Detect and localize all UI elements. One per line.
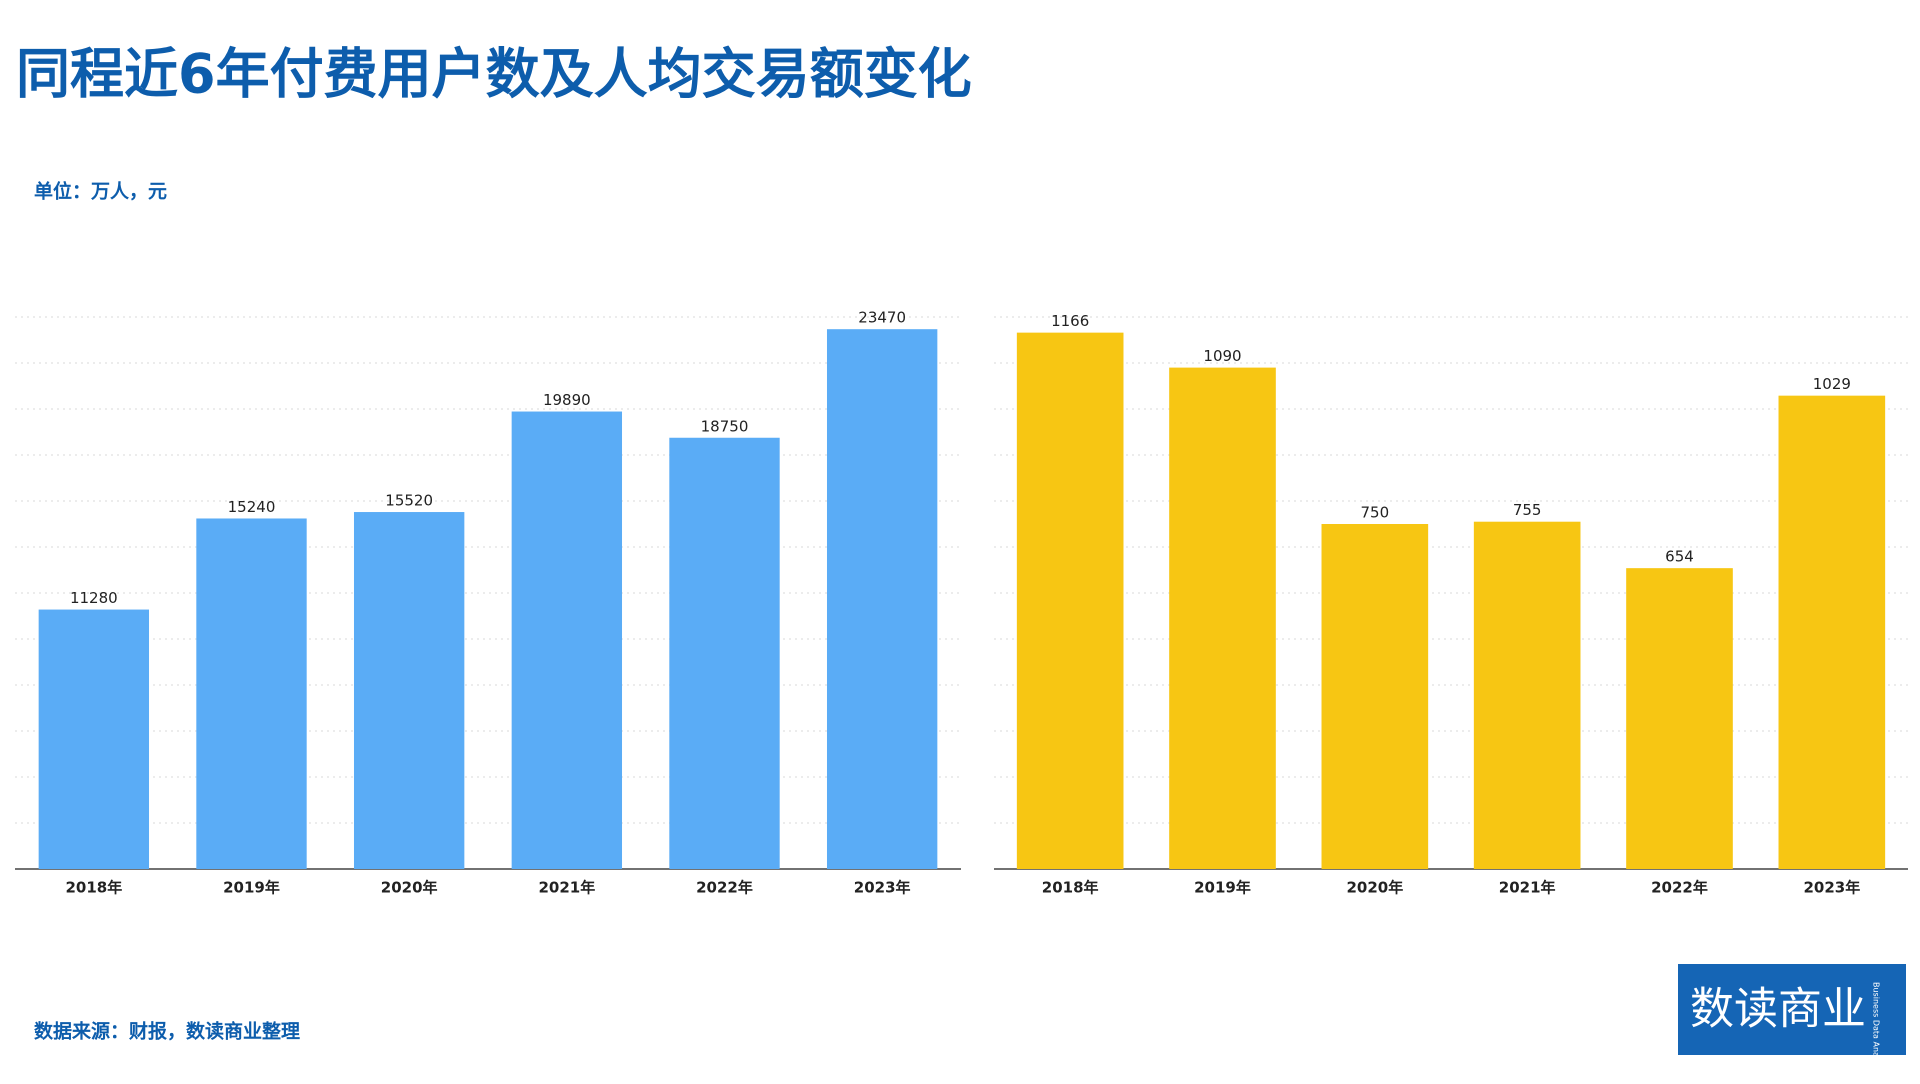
bar [1169, 367, 1276, 869]
value-label: 1166 [1051, 312, 1089, 330]
value-label: 23470 [858, 309, 906, 327]
bar [669, 437, 780, 869]
bar [511, 411, 623, 869]
x-tick-label: 2019年 [1194, 879, 1251, 897]
x-tick-label: 2022年 [696, 879, 753, 897]
unit-note: 单位：万人，元 [34, 180, 167, 203]
x-tick-label: 2023年 [854, 879, 911, 897]
bar [826, 329, 938, 869]
bar [353, 512, 465, 869]
value-label: 750 [1361, 504, 1390, 522]
logo-subtext: Business Data Analysis [1872, 982, 1881, 1074]
bar [1778, 395, 1886, 869]
logo-text: 数读商业 [1690, 984, 1866, 1035]
bar [1016, 332, 1124, 869]
x-tick-label: 2021年 [1499, 879, 1556, 897]
logo-box [1678, 964, 1906, 1055]
bar [38, 609, 150, 869]
value-label: 18750 [701, 417, 749, 435]
value-label: 1090 [1203, 347, 1241, 365]
value-label: 19890 [543, 391, 591, 409]
x-tick-label: 2020年 [381, 879, 438, 897]
x-tick-label: 2022年 [1651, 879, 1708, 897]
value-label: 1029 [1813, 375, 1851, 393]
value-label: 15520 [385, 492, 433, 510]
x-tick-label: 2018年 [1042, 879, 1099, 897]
value-label: 15240 [228, 498, 276, 516]
x-tick-label: 2018年 [65, 879, 122, 897]
value-label: 11280 [70, 589, 118, 607]
x-tick-label: 2019年 [223, 879, 280, 897]
value-label: 654 [1665, 548, 1694, 566]
page-title: 同程近6年付费用户数及人均交易额变化 [16, 43, 972, 106]
bar [196, 518, 307, 869]
value-label: 755 [1513, 501, 1542, 519]
x-tick-label: 2021年 [538, 879, 595, 897]
bar [1321, 524, 1429, 869]
bar [1473, 521, 1581, 869]
bar [1626, 568, 1733, 869]
x-tick-label: 2020年 [1346, 879, 1403, 897]
x-tick-label: 2023年 [1803, 879, 1860, 897]
source-note: 数据来源：财报，数读商业整理 [34, 1020, 300, 1043]
